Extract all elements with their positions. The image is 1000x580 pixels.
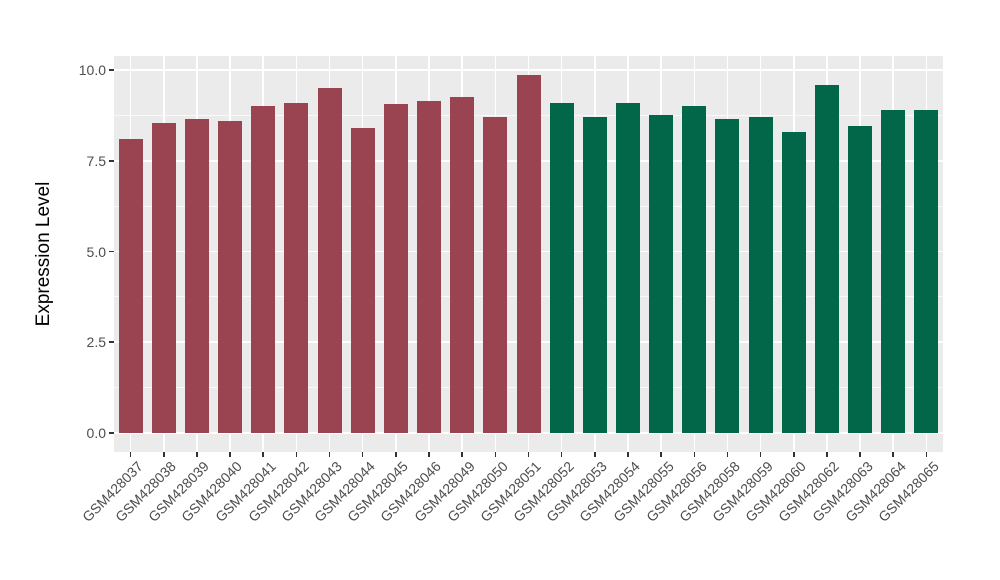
x-tick-mark — [328, 452, 331, 457]
bar — [914, 109, 939, 433]
x-tick-mark — [295, 452, 298, 457]
y-tick-label: 5.0 — [86, 243, 106, 260]
x-tick-mark — [395, 452, 397, 457]
x-tick-mark — [361, 452, 364, 457]
bar — [582, 117, 607, 433]
x-tick-mark — [759, 452, 762, 457]
bar — [549, 102, 574, 433]
x-tick-mark — [196, 452, 198, 457]
bar — [881, 109, 906, 433]
bar — [814, 84, 839, 433]
x-tick-mark — [129, 452, 132, 457]
y-tick-mark — [109, 250, 114, 253]
bar — [184, 119, 209, 433]
x-tick-mark — [627, 452, 629, 457]
x-tick-mark — [660, 452, 662, 457]
x-tick-mark — [594, 452, 596, 457]
bar — [251, 106, 276, 433]
bar — [417, 100, 442, 433]
x-tick-mark — [527, 452, 530, 457]
y-axis-title: Expression Level — [33, 181, 54, 327]
bar — [284, 102, 309, 433]
y-tick-label: 2.5 — [86, 334, 106, 351]
bar — [218, 120, 243, 433]
horizontal-major-gridline — [114, 69, 943, 71]
y-tick-mark — [109, 159, 114, 162]
bar — [450, 97, 475, 433]
bar — [483, 117, 508, 433]
bar — [350, 128, 375, 433]
x-tick-mark — [925, 452, 928, 457]
y-tick-label: 7.5 — [86, 152, 106, 169]
bar — [781, 131, 806, 433]
bar — [715, 119, 740, 433]
y-tick-mark — [109, 432, 114, 434]
y-tick-label: 10.0 — [78, 62, 106, 78]
horizontal-major-gridline — [114, 432, 943, 434]
bar — [118, 138, 143, 433]
x-tick-mark — [461, 452, 463, 457]
x-tick-mark — [162, 452, 165, 457]
bar — [615, 102, 640, 433]
bar — [516, 75, 541, 433]
x-tick-mark — [229, 452, 231, 457]
x-tick-mark — [859, 452, 861, 457]
x-tick-mark — [494, 452, 497, 457]
bar — [848, 126, 873, 433]
y-tick-mark — [109, 69, 114, 71]
x-tick-mark — [693, 452, 696, 457]
x-tick-mark — [726, 452, 729, 457]
y-tick-mark — [109, 341, 114, 344]
x-tick-mark — [826, 452, 828, 457]
x-tick-mark — [892, 452, 895, 457]
y-tick-label: 0.0 — [86, 425, 106, 441]
x-tick-mark — [428, 452, 430, 457]
x-tick-mark — [262, 452, 264, 457]
bar — [383, 104, 408, 433]
x-tick-mark — [560, 452, 563, 457]
bar — [682, 106, 707, 433]
bar — [748, 117, 773, 433]
x-tick-mark — [792, 452, 795, 457]
bar — [317, 88, 342, 433]
bar — [649, 115, 674, 433]
bar — [151, 122, 176, 433]
